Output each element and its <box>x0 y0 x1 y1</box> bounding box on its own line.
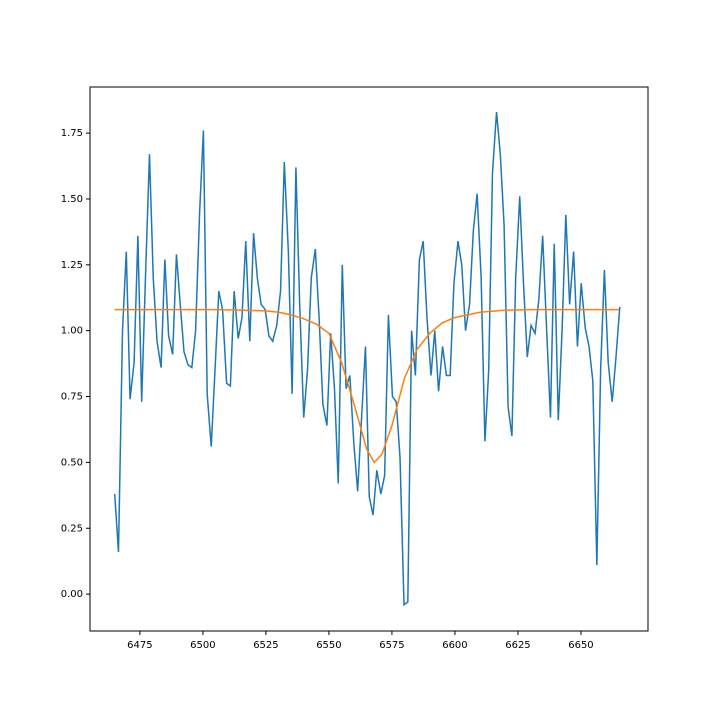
y-tick-label: 1.75 <box>61 128 83 139</box>
x-tick-label: 6475 <box>127 640 152 651</box>
series-line <box>113 111 621 607</box>
x-tick-label: 6625 <box>505 640 530 651</box>
x-tick-label: 6650 <box>568 640 593 651</box>
y-tick-label: 0.00 <box>61 589 83 600</box>
x-tick-label: 6500 <box>190 640 215 651</box>
y-tick-label: 1.25 <box>61 260 83 271</box>
y-tick-label: 0.50 <box>61 457 83 468</box>
plot-frame <box>89 86 649 632</box>
x-tick-label: 6550 <box>316 640 341 651</box>
y-tick-label: 1.50 <box>61 194 83 205</box>
y-tick-label: 0.25 <box>61 523 83 534</box>
x-tick-label: 6575 <box>379 640 404 651</box>
x-tick-label: 6600 <box>442 640 467 651</box>
y-tick-label: 0.75 <box>61 392 83 403</box>
series-line <box>114 308 619 464</box>
x-tick-label: 6525 <box>253 640 278 651</box>
y-tick-label: 1.00 <box>61 326 83 337</box>
